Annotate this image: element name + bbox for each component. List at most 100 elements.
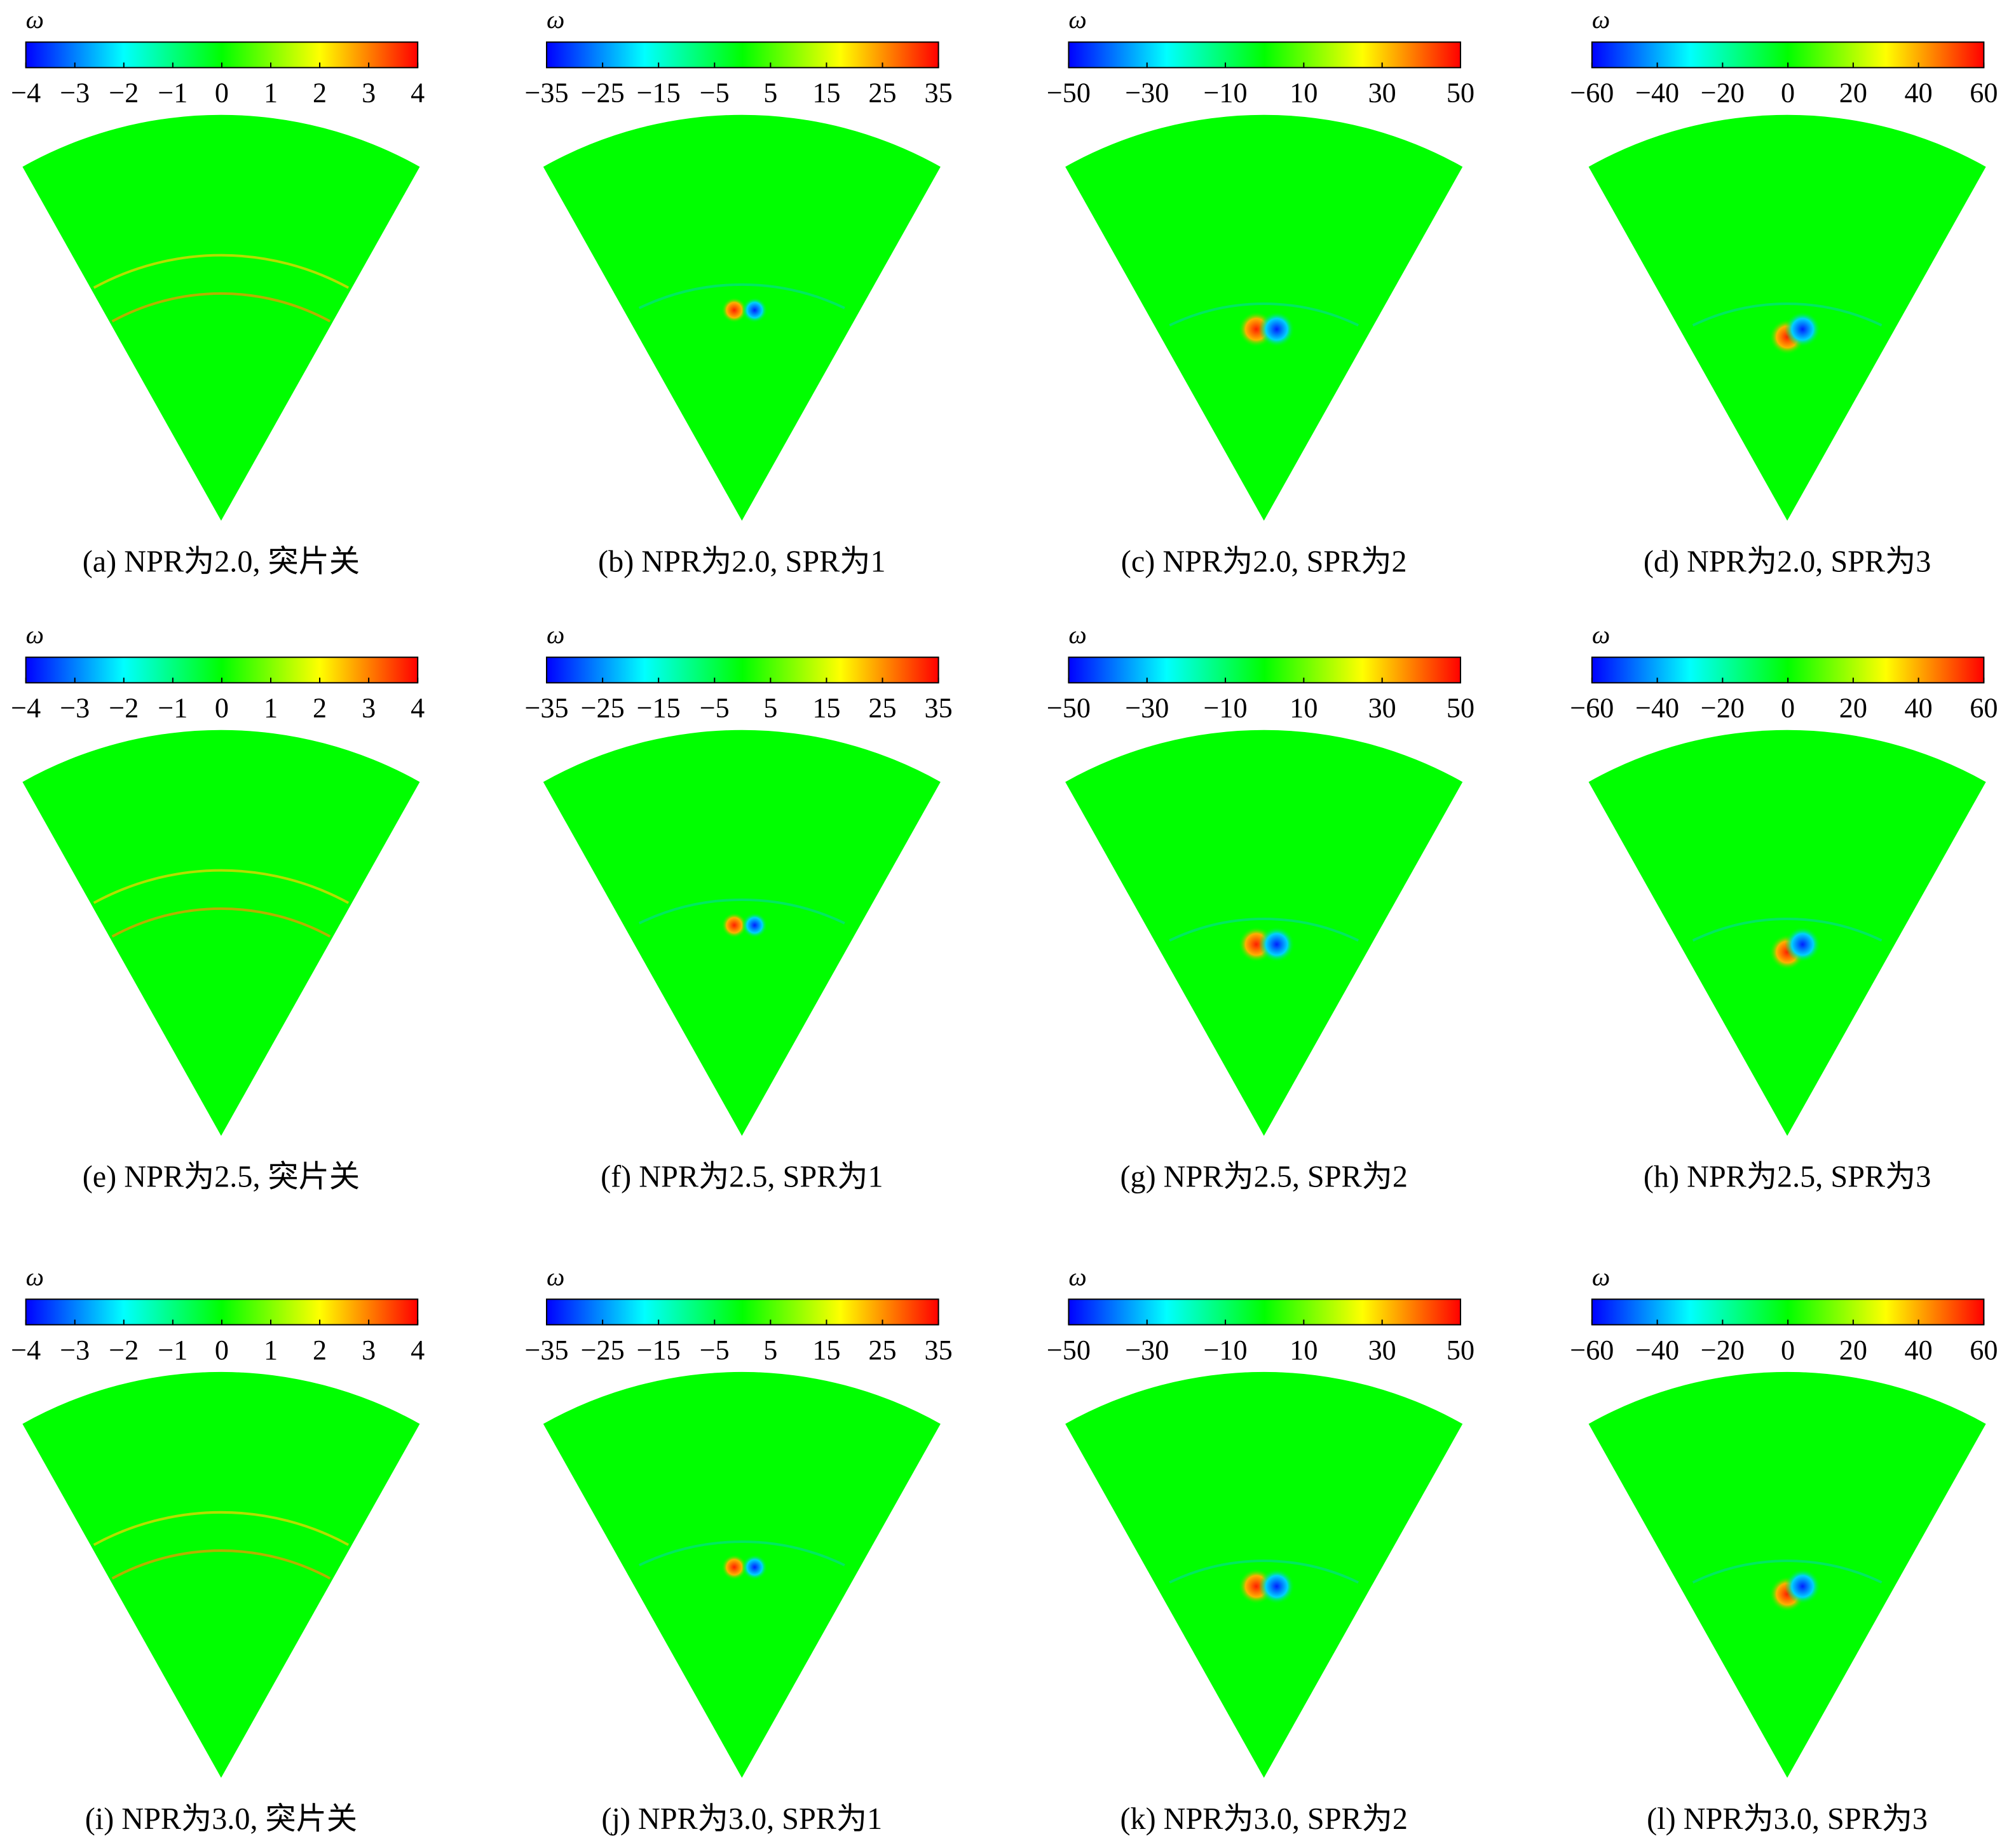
colorbar-tick-label: −30 [1125, 693, 1169, 724]
panel-caption: (e) NPR为2.5, 突片关 [83, 1160, 360, 1194]
colorbar-tick-label: −15 [637, 693, 681, 724]
colorbar-tick-label: −5 [700, 693, 730, 724]
contour-sector [22, 730, 420, 1136]
colorbar-tick-label: −1 [158, 78, 187, 109]
colorbar-tick-label: −40 [1635, 1335, 1679, 1366]
shock-band [93, 1511, 350, 1546]
panel: ω −4 −3 −2 −1 0 1 2 3 4 (i) NPR为3.0, 突片关 [11, 1262, 425, 1836]
vortex-negative [742, 912, 768, 939]
colorbar-tick-label: −3 [60, 1335, 90, 1366]
colorbar-tick-label: 10 [1290, 78, 1318, 109]
shock-band [93, 254, 350, 289]
shock-band [93, 869, 350, 904]
panel: ω −60 −40 −20 0 20 40 60 (h) NPR为2.5, SPR为3 [1570, 620, 1998, 1194]
colorbar-tick-label: 25 [868, 78, 896, 109]
vortex-positive [721, 912, 747, 939]
contour-sector [22, 114, 420, 521]
colorbar-tick-label: 3 [362, 78, 376, 109]
colorbar-tick-label: −40 [1635, 693, 1679, 724]
contour-sector [1588, 730, 1986, 1136]
panel-caption: (i) NPR为3.0, 突片关 [85, 1802, 357, 1836]
vortex-negative [1258, 927, 1295, 963]
colorbar-tick-label: −5 [700, 78, 730, 109]
shock-band [638, 1540, 845, 1566]
colorbar-tick-label: 40 [1905, 78, 1933, 109]
colorbar-tick-label: 35 [925, 78, 953, 109]
colorbar-tick-label: 40 [1905, 693, 1933, 724]
colorbar-tick-label: −25 [581, 78, 625, 109]
panel: ω −35 −25 −15 −5 5 15 25 35 (b) NPR为2.0, SPR为1 [525, 5, 953, 579]
panel: ω −50 −30 −10 10 30 50 (g) NPR为2.5, SPR为2 [1047, 620, 1474, 1194]
colorbar-tick-label: −50 [1047, 693, 1091, 724]
vortex-negative [1785, 311, 1821, 348]
colorbar-tick-label: 0 [1781, 78, 1795, 109]
vortex-negative [1258, 311, 1295, 348]
colorbar-tick-label: −25 [581, 693, 625, 724]
colorbar-tick-label: 0 [215, 1335, 229, 1366]
colorbar-tick-label: −2 [109, 693, 139, 724]
colorbar-tick-label: 10 [1290, 1335, 1318, 1366]
colorbar [1068, 656, 1461, 684]
colorbar-tick-label: 20 [1839, 78, 1867, 109]
colorbar-tick-label: 1 [264, 78, 278, 109]
shock-band [111, 292, 331, 323]
colorbar-title: ω [1068, 5, 1086, 34]
colorbar-tick-label: 30 [1368, 693, 1396, 724]
colorbar-tick-label: −35 [525, 1335, 569, 1366]
colorbar-title: ω [1592, 620, 1610, 649]
colorbar [546, 656, 939, 684]
shock-band [111, 1549, 331, 1580]
colorbar-tick-label: 15 [812, 693, 840, 724]
vortex-negative [1785, 1568, 1821, 1605]
colorbar-tick-label: −60 [1570, 1335, 1614, 1366]
colorbar-tick-label: 60 [1970, 1335, 1998, 1366]
panel-caption: (a) NPR为2.0, 突片关 [83, 545, 360, 579]
panel-caption: (f) NPR为2.5, SPR为1 [601, 1160, 883, 1194]
colorbar-tick-label: 1 [264, 693, 278, 724]
shock-band [1169, 1559, 1359, 1584]
colorbar-tick-label: −1 [158, 693, 187, 724]
contour-sector [22, 1371, 420, 1778]
colorbar-tick-label: −50 [1047, 1335, 1091, 1366]
colorbar-tick-label: 60 [1970, 78, 1998, 109]
colorbar-title: ω [547, 5, 564, 34]
shock-band [1692, 1559, 1883, 1584]
colorbar-tick-label: 4 [411, 693, 425, 724]
colorbar-tick-label: 10 [1290, 693, 1318, 724]
colorbar-tick-label: −35 [525, 693, 569, 724]
panel-caption: (l) NPR为3.0, SPR为3 [1647, 1802, 1928, 1836]
colorbar-tick-label: 60 [1970, 693, 1998, 724]
colorbar-tick-label: 5 [763, 78, 777, 109]
colorbar-tick-label: 3 [362, 693, 376, 724]
colorbar [546, 41, 939, 69]
colorbar-tick-label: −30 [1125, 78, 1169, 109]
colorbar-tick-label: −15 [637, 1335, 681, 1366]
colorbar-tick-label: 4 [411, 1335, 425, 1366]
colorbar-tick-label: −10 [1204, 693, 1248, 724]
colorbar-tick-label: 4 [411, 78, 425, 109]
colorbar-tick-label: 30 [1368, 1335, 1396, 1366]
colorbar-tick-label: −1 [158, 1335, 187, 1366]
panel: ω −50 −30 −10 10 30 50 (k) NPR为3.0, SPR为2 [1047, 1262, 1474, 1836]
contour-sector [1588, 1371, 1986, 1778]
panel: ω −60 −40 −20 0 20 40 60 (l) NPR为3.0, SPR为3 [1570, 1262, 1998, 1836]
colorbar-tick-label: −10 [1204, 1335, 1248, 1366]
colorbar-title: ω [547, 1262, 564, 1291]
colorbar [1068, 41, 1461, 69]
shock-band [111, 907, 331, 938]
panel: ω −60 −40 −20 0 20 40 60 (d) NPR为2.0, SPR为3 [1570, 5, 1998, 579]
colorbar-tick-label: 0 [215, 78, 229, 109]
shock-band [638, 283, 845, 309]
colorbar-title: ω [26, 5, 44, 34]
colorbar-title: ω [26, 1262, 44, 1291]
colorbar-tick-label: 25 [868, 1335, 896, 1366]
vortex-negative [742, 297, 768, 323]
colorbar-tick-label: 50 [1447, 1335, 1474, 1366]
colorbar-tick-label: 40 [1905, 1335, 1933, 1366]
colorbar-tick-label: −30 [1125, 1335, 1169, 1366]
panel: ω −4 −3 −2 −1 0 1 2 3 4 (e) NPR为2.5, 突片关 [11, 620, 425, 1194]
colorbar-tick-label: −4 [11, 693, 41, 724]
colorbar-tick-label: −20 [1701, 1335, 1745, 1366]
vortex-positive [721, 297, 747, 323]
colorbar-title: ω [1592, 5, 1610, 34]
